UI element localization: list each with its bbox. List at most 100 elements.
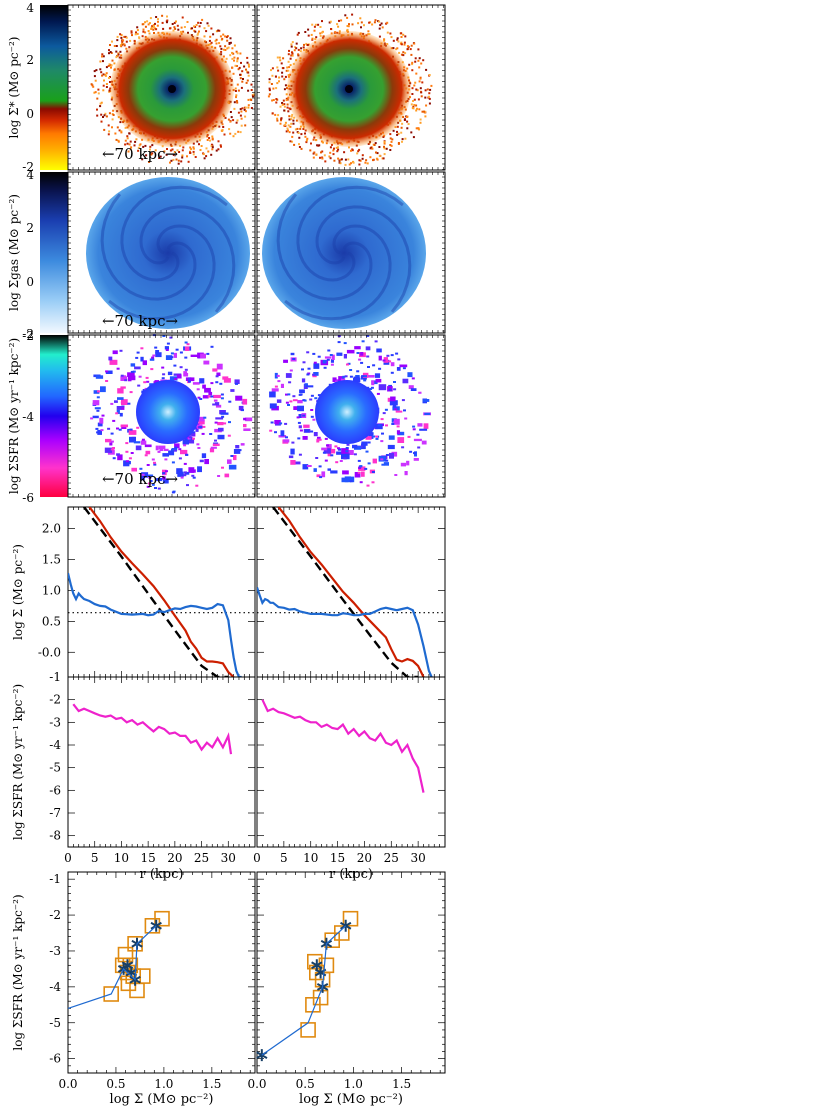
sfr-clump [385, 459, 389, 462]
stellar-particle [299, 50, 302, 53]
sfr-clump [93, 390, 100, 394]
sfr-clump [105, 370, 113, 374]
stellar-particle [358, 163, 361, 166]
sfr-clump [177, 471, 184, 477]
sfr-clump [321, 447, 328, 451]
stellar-particle [130, 31, 133, 34]
sfr-clump [287, 393, 291, 396]
stellar-particle [418, 57, 421, 60]
sfr-clump [238, 449, 242, 452]
stellar-particle [144, 31, 147, 34]
stellar-particle [225, 36, 228, 39]
stellar-particle [217, 148, 220, 151]
stellar-particle [202, 153, 205, 156]
stellar-particle [200, 145, 203, 147]
stellar-particle [298, 143, 300, 146]
stellar-particle [126, 142, 129, 145]
sfr-clump [117, 454, 123, 461]
stellar-particle [415, 104, 418, 107]
stellar-particle [148, 161, 151, 163]
stellar-particle [421, 81, 424, 84]
sfr-clump [215, 417, 224, 420]
sfr-clump [313, 468, 317, 472]
sfr-clump [324, 437, 328, 440]
stellar-particle [275, 101, 278, 104]
sfr-clump [121, 399, 128, 405]
stellar-particle [374, 19, 377, 22]
sfr-clump [155, 352, 162, 358]
x-axis-label: r (kpc) [140, 867, 184, 882]
sfr-clump [146, 464, 150, 466]
stellar-particle [152, 24, 155, 26]
sfr-clump [196, 443, 200, 446]
stellar-particle [422, 59, 425, 62]
stellar-particle [93, 75, 96, 78]
stellar-particle [410, 44, 413, 47]
stellar-particle [99, 105, 102, 108]
stellar-particle [366, 162, 369, 165]
stellar-particle [402, 51, 405, 54]
sfr-clump [279, 422, 283, 425]
stellar-particle [193, 25, 196, 28]
stellar-particle [331, 143, 333, 146]
stellar-particle [329, 157, 332, 160]
sfr-clump [183, 373, 189, 377]
sfr-clump [285, 373, 292, 378]
stellar-particle [411, 61, 414, 64]
stellar-particle [233, 59, 235, 62]
sfr-clump [109, 359, 118, 365]
sfr-clump [385, 424, 388, 427]
sfr-clump [371, 471, 375, 473]
stellar-particle [236, 52, 239, 55]
sfr-clump [304, 429, 310, 433]
sfr-clump [162, 478, 169, 484]
stellar-particle [235, 96, 237, 99]
sfr-clump [299, 429, 303, 432]
ks-fit-line-right [261, 925, 347, 1056]
sfr-clump [321, 471, 326, 478]
sfr-clump [112, 419, 116, 422]
sfr-clump [110, 432, 114, 435]
stellar-particle [169, 149, 172, 152]
stellar-particle [348, 163, 351, 166]
sfr-clump [361, 443, 366, 450]
stellar-particle [305, 42, 308, 45]
stellar-particle [306, 137, 309, 140]
stellar-particle [221, 37, 224, 40]
stellar-particle [403, 118, 406, 121]
square-marker [300, 1022, 316, 1038]
stellar-particle [406, 48, 409, 51]
sfr-clump [187, 438, 195, 444]
sfr-clump [408, 385, 414, 389]
stellar-particle [172, 153, 175, 156]
sfr-clump [289, 400, 293, 403]
stellar-particle [246, 61, 249, 64]
stellar-particle [321, 150, 324, 153]
stellar-particle [229, 54, 232, 57]
sfr-clump [220, 393, 224, 396]
sfr-clump [293, 461, 301, 465]
stellar-particle [293, 49, 296, 52]
stellar-particle [239, 52, 242, 55]
stellar-particle [400, 53, 403, 56]
stellar-particle [236, 60, 239, 63]
stellar-particle [134, 140, 137, 143]
sfr-clump [127, 402, 131, 405]
stellar-particle [291, 113, 294, 116]
series-line-right [272, 507, 419, 677]
sfr-clump [223, 378, 231, 383]
sfr-clump [324, 356, 331, 359]
stellar-particle [149, 148, 151, 151]
stellar-particle [314, 23, 317, 26]
colorbar-tick-label: 2 [26, 53, 34, 67]
sfr-clump [335, 380, 339, 383]
colorbar-tick-label: -2 [22, 160, 34, 174]
sfr-clump [92, 415, 99, 419]
stellar-particle [420, 95, 423, 98]
sfr-clump [220, 412, 229, 415]
stellar-particle [277, 69, 280, 72]
stellar-particle [206, 22, 209, 25]
sfr-clump [192, 476, 196, 479]
stellar-particle [376, 152, 379, 155]
